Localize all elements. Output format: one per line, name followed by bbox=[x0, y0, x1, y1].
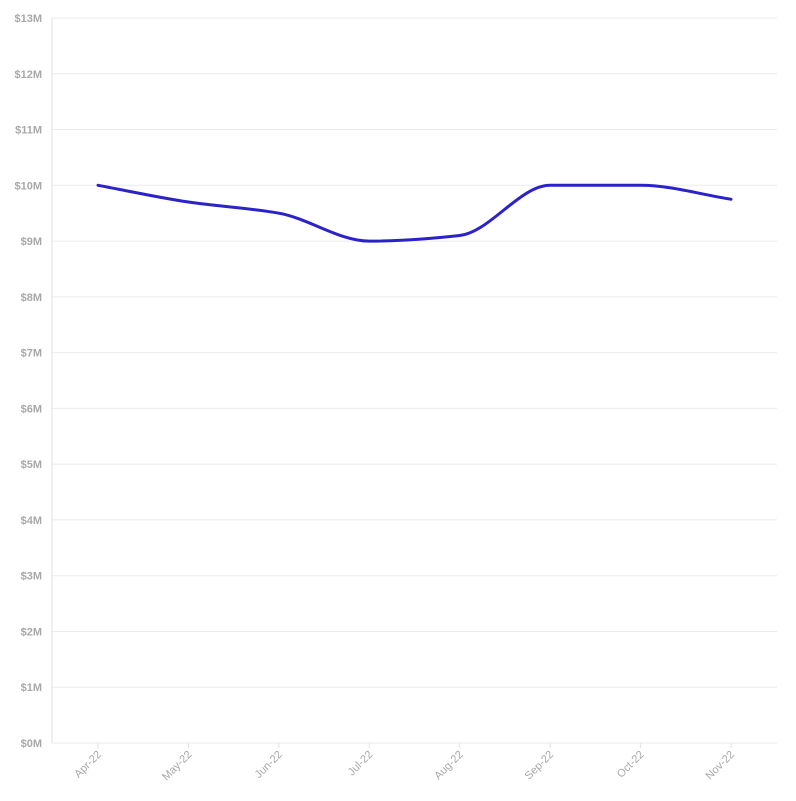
y-tick-label: $11M bbox=[15, 125, 42, 137]
y-tick-label: $9M bbox=[21, 236, 42, 248]
y-tick-label: $4M bbox=[21, 515, 42, 527]
x-tick-label: Nov-22 bbox=[704, 749, 738, 783]
y-tick-label: $5M bbox=[21, 459, 42, 471]
x-tick-label: Apr-22 bbox=[72, 749, 104, 781]
series-layer bbox=[96, 183, 733, 243]
x-tick-label: Oct-22 bbox=[615, 749, 647, 781]
y-tick-label: $1M bbox=[21, 682, 42, 694]
x-tick-label: May-22 bbox=[160, 749, 194, 783]
y-tick-label: $10M bbox=[14, 180, 42, 192]
y-tick-label: $7M bbox=[21, 348, 42, 360]
y-tick-label: $8M bbox=[21, 292, 42, 304]
x-tick-label: Jun-22 bbox=[253, 749, 285, 781]
y-tick-label: $0M bbox=[21, 738, 42, 750]
y-tick-label: $13M bbox=[14, 13, 42, 25]
y-tick-label: $6M bbox=[21, 403, 42, 415]
x-axis-ticks: Apr-22 May-22 Jun-22 Jul-22 Aug-22 Sep-22 Oct-… bbox=[72, 743, 737, 783]
x-tick-label: Jul-22 bbox=[346, 749, 376, 779]
series-line bbox=[96, 183, 733, 243]
y-axis-ticks: $0M $1M $2M $3M $4M $5M $6M $7M $8M $9M $10M $11M $1… bbox=[14, 13, 42, 750]
y-tick-label: $12M bbox=[14, 69, 42, 81]
grid-layer bbox=[52, 17, 777, 744]
x-tick-label: Aug-22 bbox=[432, 749, 466, 783]
y-tick-label: $2M bbox=[21, 626, 42, 638]
x-tick-label: Sep-22 bbox=[523, 749, 557, 783]
y-tick-label: $3M bbox=[21, 571, 42, 583]
